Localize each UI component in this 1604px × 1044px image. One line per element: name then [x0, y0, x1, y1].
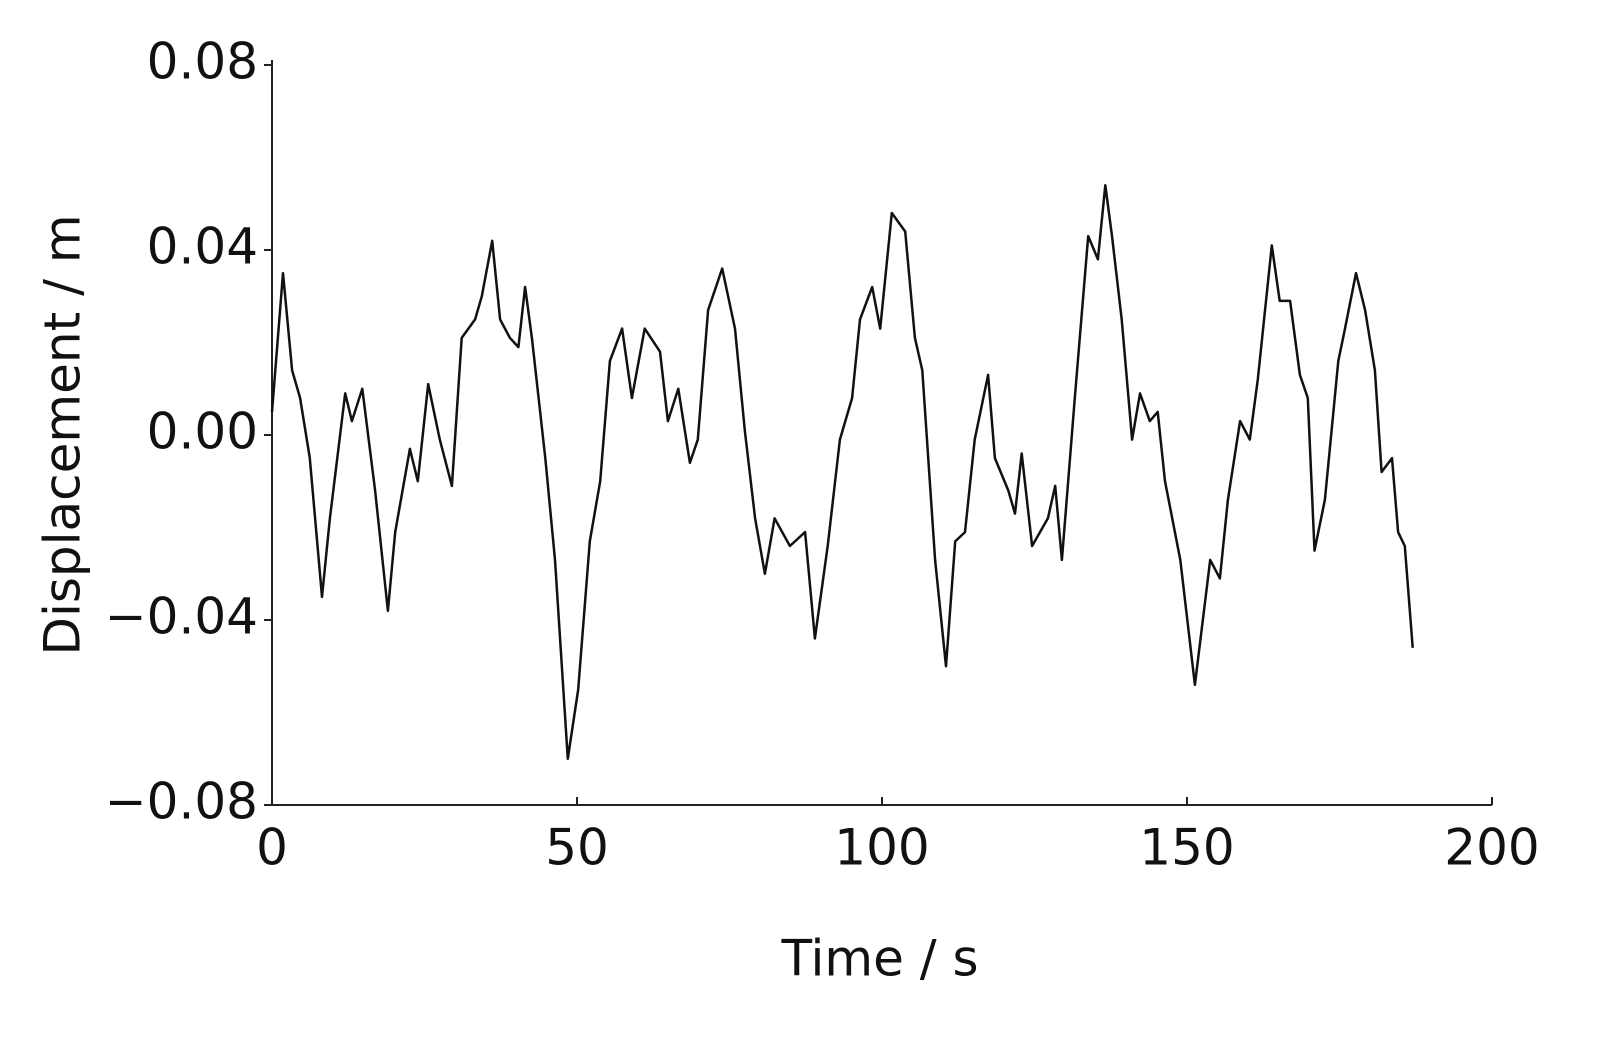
x-tick-label: 200 — [1444, 819, 1539, 877]
x-tick-label: 50 — [545, 819, 609, 877]
y-tick-label: −0.04 — [105, 588, 258, 646]
x-tick-label: 150 — [1139, 819, 1234, 877]
data-line — [270, 184, 1414, 761]
x-tick-label: 0 — [256, 819, 288, 877]
y-tick-label: 0.04 — [147, 218, 258, 276]
y-tick-label: 0.00 — [147, 403, 258, 461]
y-axis-label: Displacement / m — [34, 214, 92, 655]
x-axis-label: Time / s — [780, 930, 978, 988]
y-tick-label: −0.08 — [105, 773, 258, 831]
y-tick-label: 0.08 — [147, 33, 258, 91]
x-tick-label: 100 — [834, 819, 929, 877]
